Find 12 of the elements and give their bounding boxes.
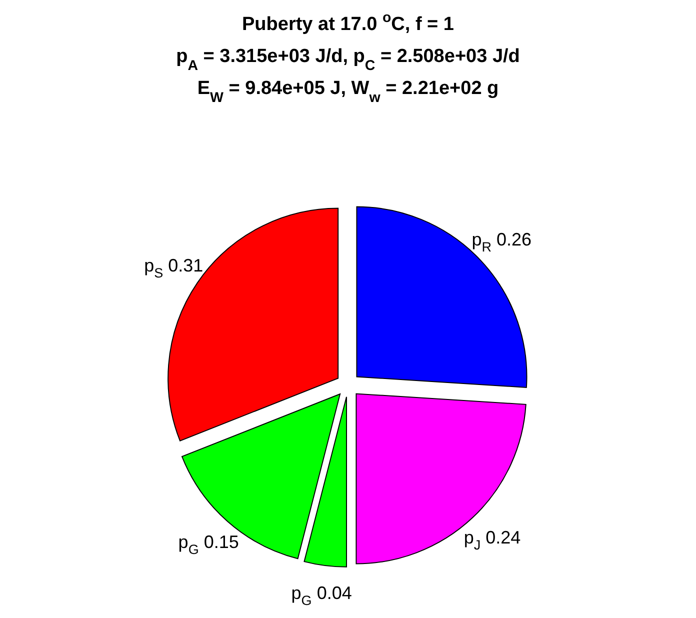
- slice-label: p$_{S}$: [144, 255, 164, 281]
- slice-label: p$_{G}$: [178, 532, 199, 558]
- data-label: 0.15: [198, 532, 239, 552]
- slice-label: p$_{J}$: [464, 527, 481, 553]
- data-label: 0.24: [480, 527, 521, 548]
- data-label: 0.04: [312, 582, 352, 603]
- text: p$_{A}$ = 3.315e+03 J/d, p$_{C}$ = 2.508e+03 J/d E$_{W}$ = 9.84e+05 J, W$_{w}$ = 2.21e+02 g: [176, 46, 520, 106]
- slice-label: p$_{G}$: [291, 582, 312, 608]
- chart-title: Puberty at 17.0 $^{o}$C, f = 1: [242, 10, 454, 35]
- data-label: 0.26: [492, 229, 532, 250]
- data-label: 0.31: [163, 255, 204, 276]
- slice-label: p$_{R}$: [472, 229, 492, 255]
